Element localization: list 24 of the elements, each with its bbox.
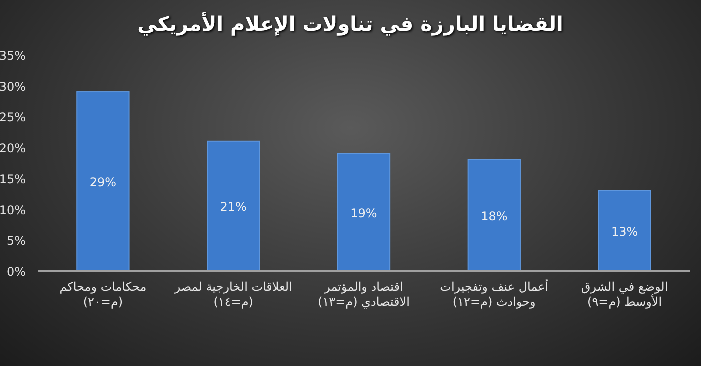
x-tick-label: أعمال عنف وتفجيرات وحوادث (م=١٢) xyxy=(439,280,550,310)
data-label: 18% xyxy=(481,209,508,224)
y-tick-label: 20% xyxy=(0,142,26,156)
data-label: 29% xyxy=(90,176,117,190)
data-label: 19% xyxy=(350,206,378,220)
y-tick-label: 10% xyxy=(0,203,26,218)
x-tick-label: الوضع في الشرق الأوسط (م=٩) xyxy=(580,280,670,310)
y-tick-label: 5% xyxy=(6,234,26,248)
data-label: 21% xyxy=(220,200,247,214)
x-tick-label: اقتصاد والمؤتمر الاقتصادي (م=١٣) xyxy=(317,280,411,310)
y-tick-label: 25% xyxy=(0,110,26,125)
y-tick-label: 35% xyxy=(0,49,26,63)
data-label: 13% xyxy=(611,224,638,239)
bar xyxy=(207,140,260,272)
chart-title: القضايا البارزة في تناولات الإعلام الأمريكي xyxy=(136,12,564,36)
bar xyxy=(337,153,391,272)
y-tick-label: 0% xyxy=(6,265,26,279)
x-tick-label: محكامات ومحاكم (م=٢٠) xyxy=(58,280,148,310)
bar xyxy=(468,159,521,272)
bar xyxy=(598,190,652,272)
y-tick-label: 15% xyxy=(0,172,26,186)
bar xyxy=(76,92,130,272)
y-tick-label: 30% xyxy=(0,80,26,94)
x-tick-label: العلاقات الخارجية لمصر (م=١٤) xyxy=(173,280,294,310)
